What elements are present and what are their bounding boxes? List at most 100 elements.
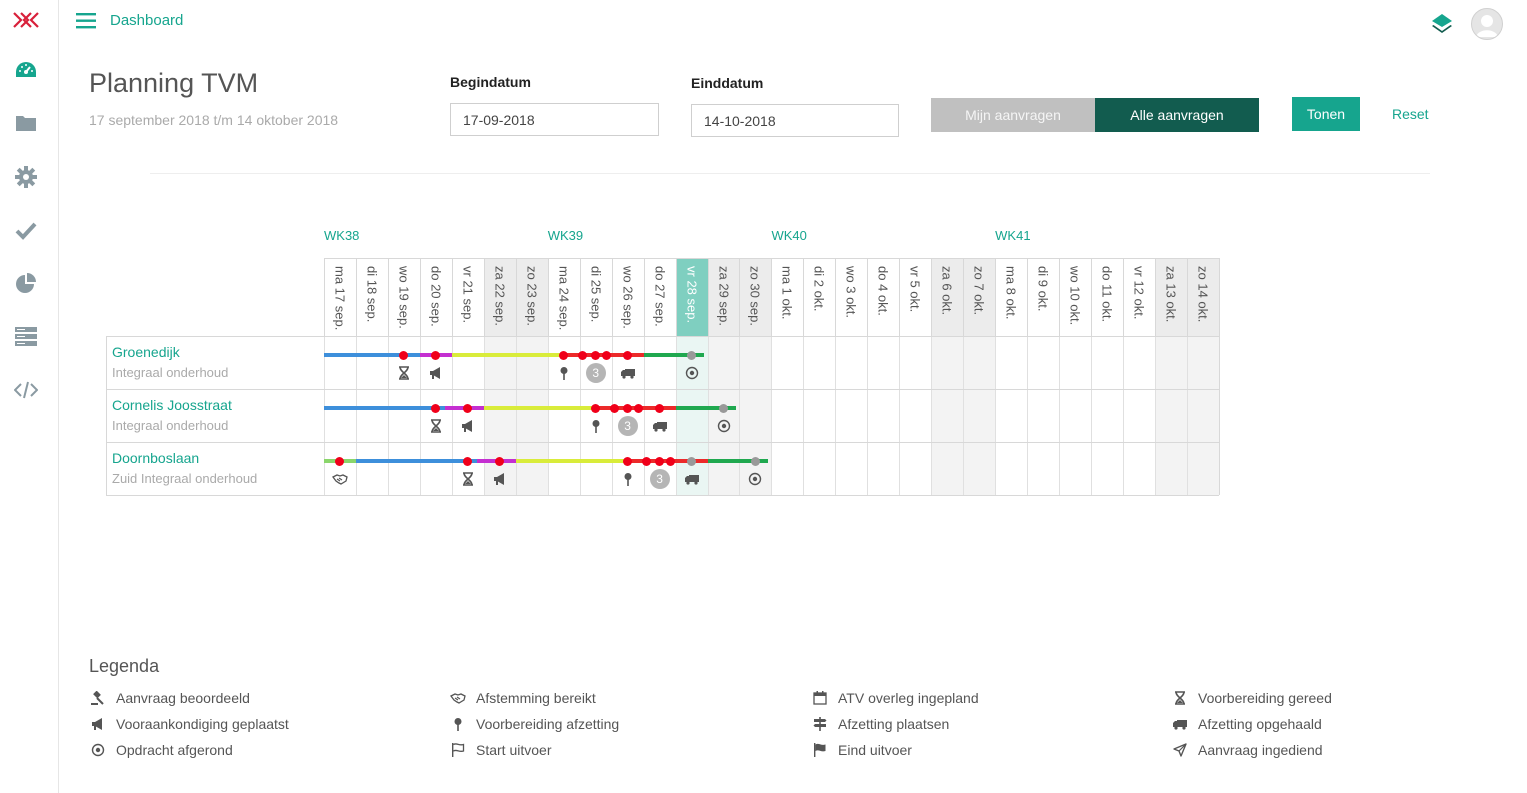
milestone-dot[interactable]	[463, 403, 473, 413]
week-label: WK39	[547, 228, 584, 243]
row-divider	[106, 442, 1219, 443]
phase-bar[interactable]	[643, 353, 705, 357]
dashboard-icon[interactable]	[14, 59, 38, 83]
hourglass-icon[interactable]	[460, 471, 476, 487]
send-icon	[1172, 742, 1188, 758]
milestone-dot[interactable]	[591, 403, 601, 413]
milestone-dot[interactable]	[591, 350, 601, 360]
gavel-icon	[90, 690, 106, 706]
pin-icon[interactable]	[556, 365, 572, 381]
grid-border	[324, 258, 1219, 259]
milestone-dot[interactable]	[431, 350, 441, 360]
milestone-dot[interactable]	[634, 403, 644, 413]
code-icon[interactable]	[14, 378, 38, 402]
day-header-cell	[515, 258, 548, 336]
pin-icon[interactable]	[588, 418, 604, 434]
grid-border	[1218, 258, 1220, 495]
phase-bar[interactable]	[324, 353, 446, 357]
day-label: zo 7 okt.	[971, 266, 987, 316]
megaphone-icon[interactable]	[460, 418, 476, 434]
logo-icon[interactable]	[12, 10, 40, 30]
week-label: WK41	[995, 228, 1031, 243]
day-column	[835, 336, 867, 495]
count-badge[interactable]: 3	[585, 363, 606, 383]
milestone-dot[interactable]	[578, 350, 588, 360]
megaphone-icon[interactable]	[428, 365, 444, 381]
check-icon[interactable]	[14, 219, 38, 243]
pin-icon[interactable]	[620, 471, 636, 487]
folder-icon[interactable]	[14, 111, 38, 135]
milestone-dot[interactable]	[399, 350, 409, 360]
truck-icon[interactable]	[620, 365, 636, 381]
count-badge[interactable]: 3	[649, 469, 670, 489]
milestone-dot[interactable]	[431, 403, 441, 413]
truck-icon[interactable]	[652, 418, 668, 434]
start-date-label: Begindatum	[450, 74, 531, 90]
hourglass-icon[interactable]	[428, 418, 444, 434]
megaphone-icon[interactable]	[492, 471, 508, 487]
target-icon[interactable]	[684, 365, 700, 381]
project-name[interactable]: Groenedijk	[112, 344, 180, 360]
hourglass-icon[interactable]	[396, 365, 412, 381]
milestone-dot[interactable]	[602, 350, 612, 360]
phase-bar[interactable]	[324, 406, 446, 410]
start-date-input[interactable]	[450, 103, 659, 136]
milestone-dot[interactable]	[610, 403, 620, 413]
day-column	[675, 336, 708, 495]
milestone-dot[interactable]	[623, 403, 633, 413]
legend-item: Voorbereiding afzetting	[450, 716, 619, 732]
gear-icon[interactable]	[14, 165, 38, 189]
milestone-dot[interactable]	[642, 456, 652, 466]
day-column	[867, 336, 899, 495]
phase-bar[interactable]	[355, 459, 478, 463]
milestone-dot[interactable]	[750, 456, 760, 466]
milestone-dot[interactable]	[719, 403, 728, 413]
day-column	[579, 336, 612, 495]
milestone-dot[interactable]	[687, 456, 697, 466]
milestone-dot[interactable]	[655, 403, 665, 413]
day-header-cell	[1123, 258, 1155, 336]
day-label: ma 17 sep.	[332, 266, 348, 331]
target-icon[interactable]	[747, 471, 763, 487]
milestone-dot[interactable]	[623, 350, 633, 360]
day-header-cell	[387, 258, 420, 336]
breadcrumb-dashboard[interactable]: Dashboard	[110, 12, 184, 29]
server-icon[interactable]	[14, 324, 38, 348]
milestone-dot[interactable]	[623, 456, 633, 466]
phase-bar[interactable]	[675, 406, 737, 410]
phase-bar[interactable]	[707, 459, 769, 463]
day-column	[483, 336, 516, 495]
legend-label: ATV overleg ingepland	[838, 690, 979, 706]
hamburger-menu-icon[interactable]	[76, 10, 98, 32]
day-column	[803, 336, 835, 495]
end-date-input[interactable]	[691, 104, 899, 137]
phase-bar[interactable]	[515, 459, 631, 463]
milestone-dot[interactable]	[655, 456, 665, 466]
flag-icon	[812, 742, 828, 758]
project-name[interactable]: Doornboslaan	[112, 450, 200, 466]
project-subtitle: Integraal onderhoud	[112, 418, 229, 433]
truck-icon[interactable]	[684, 471, 700, 487]
milestone-dot[interactable]	[335, 456, 345, 466]
my-requests-button[interactable]: Mijn aanvragen	[931, 98, 1095, 132]
milestone-dot[interactable]	[666, 456, 676, 466]
milestone-dot[interactable]	[463, 456, 473, 466]
day-header-cell	[1027, 258, 1060, 336]
legend-label: Voorbereiding gereed	[1198, 690, 1332, 706]
pie-chart-icon[interactable]	[14, 271, 38, 295]
handshake-icon[interactable]	[331, 471, 348, 487]
target-icon[interactable]	[716, 418, 732, 434]
phase-bar[interactable]	[451, 353, 567, 357]
show-button[interactable]: Tonen	[1292, 97, 1360, 131]
phase-bar[interactable]	[483, 406, 599, 410]
milestone-dot[interactable]	[559, 350, 569, 360]
count-badge[interactable]: 3	[617, 416, 638, 436]
layers-icon[interactable]	[1430, 12, 1454, 36]
milestone-dot[interactable]	[687, 350, 697, 360]
reset-link[interactable]: Reset	[1392, 106, 1429, 122]
day-label: di 9 okt.	[1035, 266, 1051, 312]
all-requests-button[interactable]: Alle aanvragen	[1095, 98, 1259, 132]
milestone-dot[interactable]	[495, 456, 505, 466]
project-name[interactable]: Cornelis Joosstraat	[112, 397, 232, 413]
avatar[interactable]	[1471, 8, 1503, 40]
